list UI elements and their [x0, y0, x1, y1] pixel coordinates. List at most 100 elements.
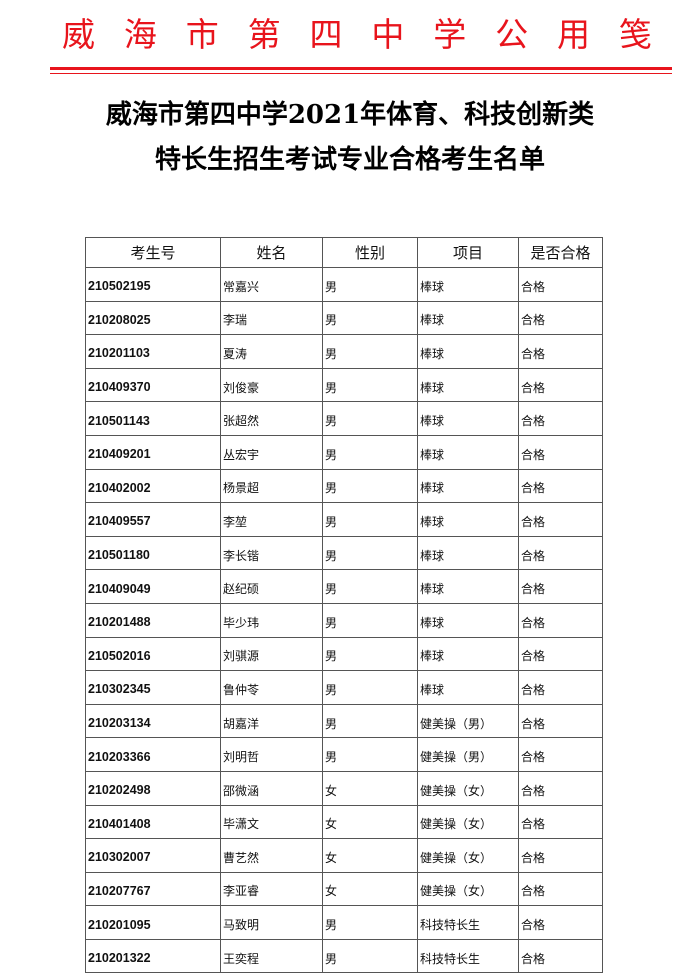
- cell-name: 毕潇文: [220, 804, 323, 840]
- cell-exam-number: 210409557: [85, 502, 221, 537]
- cell-exam-number: 210502016: [85, 636, 221, 672]
- cell-name: 丛宏宇: [220, 434, 323, 470]
- cell-event: 棒球: [417, 502, 519, 537]
- cell-name: 常嘉兴: [220, 267, 323, 302]
- cell-gender: 男: [322, 367, 418, 403]
- cell-exam-number: 210201322: [85, 938, 221, 973]
- cell-exam-number: 210201095: [85, 905, 221, 940]
- cell-qualified: 合格: [518, 434, 603, 470]
- cell-event: 健美操（女）: [417, 871, 519, 907]
- table-row: 210302007 曹艺然女健美操（女） 合格: [85, 838, 603, 873]
- cell-qualified: 合格: [518, 367, 603, 403]
- cell-qualified: 合格: [518, 535, 603, 571]
- table-row: 210201103 夏涛男棒球 合格: [85, 334, 603, 369]
- cell-event: 健美操（女）: [417, 838, 519, 873]
- header-name: 姓名: [220, 237, 323, 268]
- cell-event: 科技特长生: [417, 938, 519, 973]
- cell-qualified: 合格: [518, 300, 603, 336]
- letterhead-char: 学: [433, 15, 467, 54]
- cell-gender: 男: [322, 905, 418, 940]
- cell-qualified: 合格: [518, 569, 603, 604]
- cell-gender: 男: [322, 267, 418, 302]
- table-row: 210201322 王奕程男科技特长生 合格: [85, 938, 603, 973]
- cell-exam-number: 210409049: [85, 569, 221, 604]
- cell-name: 刘骐源: [220, 636, 323, 672]
- table-row: 210201095 马致明男科技特长生 合格: [85, 905, 603, 940]
- cell-qualified: 合格: [518, 334, 603, 369]
- letterhead-char: 公: [495, 15, 529, 54]
- cell-event: 棒球: [417, 367, 519, 403]
- cell-gender: 女: [322, 770, 418, 806]
- cell-name: 李堃: [220, 502, 323, 537]
- cell-event: 棒球: [417, 636, 519, 672]
- letterhead-char: 用: [557, 15, 590, 54]
- letterhead-char: 中: [371, 15, 405, 54]
- cell-gender: 女: [322, 838, 418, 873]
- table-row: 210409049 赵纪硕男棒球 合格: [85, 569, 603, 604]
- table-row: 210502016 刘骐源男棒球 合格: [85, 636, 603, 672]
- table-row: 210202498 邵微涵女健美操（女） 合格: [85, 770, 603, 806]
- cell-exam-number: 210409201: [85, 434, 221, 470]
- cell-qualified: 合格: [518, 502, 603, 537]
- cell-exam-number: 210203134: [85, 703, 221, 739]
- cell-name: 刘明哲: [220, 737, 323, 772]
- letterhead-char: 市: [185, 15, 219, 54]
- cell-exam-number: 210302007: [85, 838, 221, 873]
- cell-event: 棒球: [417, 434, 519, 470]
- table-row: 210502195 常嘉兴男棒球 合格: [85, 267, 603, 302]
- cell-event: 棒球: [417, 267, 519, 302]
- table-row: 210409370 刘俊豪男棒球 合格: [85, 367, 603, 403]
- cell-exam-number: 210202498: [85, 770, 221, 806]
- cell-name: 胡嘉洋: [220, 703, 323, 739]
- cell-event: 棒球: [417, 401, 519, 436]
- cell-name: 赵纪硕: [220, 569, 323, 604]
- cell-gender: 男: [322, 737, 418, 772]
- table-row: 210501143 张超然男棒球 合格: [85, 401, 603, 436]
- cell-exam-number: 210207767: [85, 871, 221, 907]
- cell-gender: 男: [322, 401, 418, 436]
- table-row: 210203366 刘明哲男健美操（男） 合格: [85, 737, 603, 772]
- letterhead-char: 四: [309, 15, 343, 54]
- cell-name: 杨景超: [220, 468, 323, 504]
- cell-gender: 女: [322, 871, 418, 907]
- cell-gender: 男: [322, 535, 418, 571]
- cell-name: 李亚睿: [220, 871, 323, 907]
- header-qualified: 是否合格: [518, 237, 603, 268]
- cell-exam-number: 210201103: [85, 334, 221, 369]
- header-gender: 性别: [322, 237, 418, 268]
- letterhead: 威海市第四中学公用笺: [62, 8, 652, 56]
- table-row: 210501180 李长锴男棒球 合格: [85, 535, 603, 571]
- cell-gender: 男: [322, 636, 418, 672]
- cell-gender: 男: [322, 434, 418, 470]
- letterhead-char: 威: [62, 15, 95, 54]
- cell-exam-number: 210302345: [85, 670, 221, 705]
- cell-event: 棒球: [417, 334, 519, 369]
- cell-name: 毕少玮: [220, 602, 323, 638]
- cell-gender: 男: [322, 300, 418, 336]
- cell-exam-number: 210502195: [85, 267, 221, 302]
- cell-qualified: 合格: [518, 468, 603, 504]
- cell-name: 王奕程: [220, 938, 323, 973]
- document-title-line-1: 威海市第四中学2021年体育、科技创新类: [105, 100, 595, 130]
- cell-exam-number: 210401408: [85, 804, 221, 840]
- cell-gender: 男: [322, 602, 418, 638]
- cell-gender: 男: [322, 468, 418, 504]
- cell-gender: 男: [322, 703, 418, 739]
- cell-gender: 女: [322, 804, 418, 840]
- cell-qualified: 合格: [518, 670, 603, 705]
- cell-event: 棒球: [417, 602, 519, 638]
- cell-exam-number: 210409370: [85, 367, 221, 403]
- cell-exam-number: 210501180: [85, 535, 221, 571]
- cell-name: 邵微涵: [220, 770, 323, 806]
- letterhead-char: 笺: [618, 15, 652, 54]
- cell-qualified: 合格: [518, 401, 603, 436]
- cell-qualified: 合格: [518, 770, 603, 806]
- cell-qualified: 合格: [518, 938, 603, 973]
- cell-gender: 男: [322, 938, 418, 973]
- table-header-row: 考生号 姓名 性别 项目 是否合格: [85, 237, 603, 268]
- cell-qualified: 合格: [518, 871, 603, 907]
- cell-exam-number: 210501143: [85, 401, 221, 436]
- cell-event: 棒球: [417, 569, 519, 604]
- cell-gender: 男: [322, 334, 418, 369]
- cell-qualified: 合格: [518, 804, 603, 840]
